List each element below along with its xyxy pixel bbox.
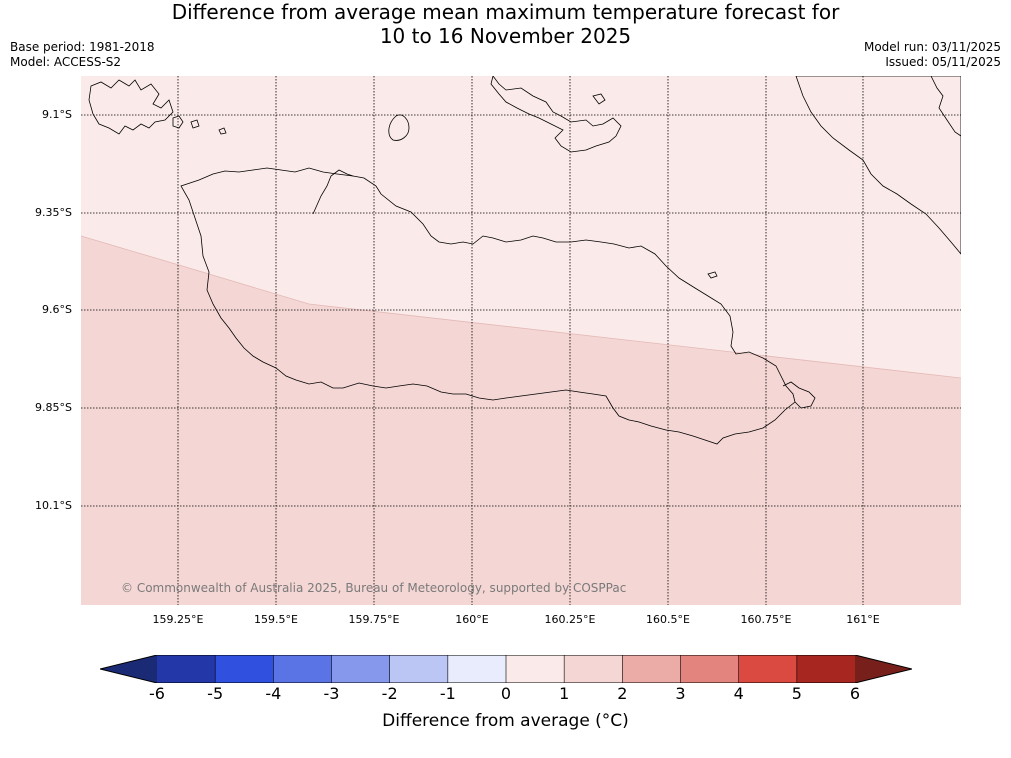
copyright-notice: © Commonwealth of Australia 2025, Bureau… <box>121 581 627 595</box>
colorbar-tick-label: -1 <box>439 684 456 703</box>
colorbar-tick-label: 5 <box>791 684 802 703</box>
colorbar-tick-label: -5 <box>207 684 224 703</box>
lon-label-160-25: 160.25°E <box>544 613 596 626</box>
gridlines <box>81 76 961 605</box>
colorbar-high-extension <box>855 655 912 683</box>
colorbar-segment <box>680 655 740 683</box>
colorbar-segment <box>622 655 681 683</box>
title-line-1: Difference from average mean maximum tem… <box>171 0 840 24</box>
lon-label-160: 160°E <box>455 613 489 626</box>
colorbar-segment <box>506 655 565 683</box>
colorbar <box>100 655 912 683</box>
colorbar-segments <box>157 655 856 683</box>
coastlines <box>88 76 961 445</box>
issued-date: Issued: 05/11/2025 <box>885 55 1001 69</box>
colorbar-segment <box>564 655 623 683</box>
coastline-savo <box>388 114 410 141</box>
base-period: Base period: 1981-2018 <box>10 40 155 54</box>
colorbar-segment <box>331 655 391 683</box>
model-run: Model run: 03/11/2025 <box>863 40 1001 54</box>
chart-title: Difference from average mean maximum tem… <box>0 0 1011 48</box>
coastline-malaita <box>795 76 961 255</box>
coastline-nw-islet-2 <box>190 119 200 129</box>
lon-label-160-5: 160.5°E <box>646 613 690 626</box>
coastline-malaita-east <box>930 76 961 137</box>
zone-boundary <box>81 235 961 379</box>
coastline-east-tip <box>782 381 816 409</box>
colorbar-tick-label: 3 <box>675 684 686 703</box>
colorbar-tick-label: 6 <box>849 684 861 703</box>
colorbar-tick-label: 2 <box>617 684 628 703</box>
colorbar-tick-label: 4 <box>733 684 744 703</box>
coastline-florida-islet <box>592 93 606 105</box>
lon-label-159-75: 159.75°E <box>348 613 400 626</box>
lat-label-9-35: 9.35°S <box>35 206 72 219</box>
map-canvas <box>81 76 961 605</box>
colorbar-tick-label: -2 <box>381 684 398 703</box>
colorbar-tick-label: -6 <box>149 684 165 703</box>
colorbar-segment <box>796 655 856 683</box>
lon-label-160-75: 160.75°E <box>740 613 792 626</box>
colorbar-tick-label: -3 <box>323 684 340 703</box>
meta-right: Model run: 03/11/2025 Issued: 05/11/2025 <box>864 40 1001 70</box>
colorbar-segment <box>447 655 507 683</box>
colorbar-tick-label: -4 <box>265 684 282 703</box>
coastline-guadalcanal-north <box>312 169 354 215</box>
colorbar-segment <box>157 655 216 683</box>
colorbar-label: Difference from average (°C) <box>382 711 629 731</box>
lat-label-9-1: 9.1°S <box>42 108 72 121</box>
lat-label-9-6: 9.6°S <box>42 303 72 316</box>
lon-label-159-25: 159.25°E <box>152 613 204 626</box>
colorbar-segment <box>215 655 274 683</box>
lon-label-159-5: 159.5°E <box>254 613 298 626</box>
colorbar-low-extension <box>100 655 157 683</box>
map-panel: © Commonwealth of Australia 2025, Bureau… <box>81 76 961 605</box>
coastline-small-islet <box>707 271 718 279</box>
coastline-nw-islet-3 <box>218 127 227 135</box>
coastline-nw-islet-1 <box>172 115 184 129</box>
coastline-nw-islands <box>88 79 174 135</box>
lat-label-9-85: 9.85°S <box>35 401 72 414</box>
title-line-2: 10 to 16 November 2025 <box>379 24 632 48</box>
model-name: Model: ACCESS-S2 <box>10 55 122 69</box>
meta-left: Base period: 1981-2018 Model: ACCESS-S2 <box>10 40 155 70</box>
lat-label-10-1: 10.1°S <box>35 499 72 512</box>
colorbar-segment <box>389 655 449 683</box>
anomaly-zone-1-2 <box>81 236 961 605</box>
colorbar-tick-label: 1 <box>559 684 570 703</box>
colorbar-segment <box>273 655 332 683</box>
colorbar-segment <box>738 655 798 683</box>
coastline-florida-islands <box>490 76 622 153</box>
coastline-guadalcanal <box>180 167 796 445</box>
colorbar-tick-label: 0 <box>500 684 512 703</box>
lon-label-161: 161°E <box>846 613 880 626</box>
